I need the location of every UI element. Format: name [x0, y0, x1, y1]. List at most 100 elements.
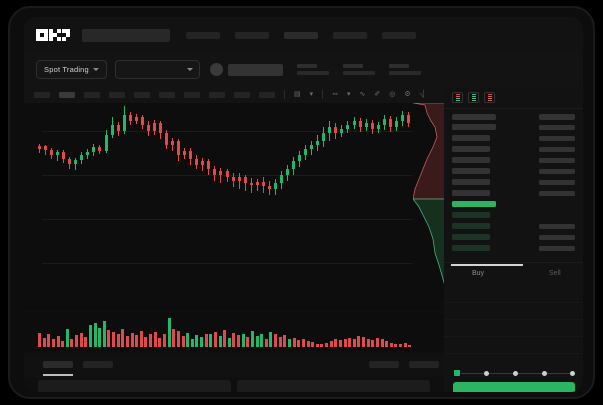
search-input[interactable]	[82, 28, 170, 42]
indicator-icon[interactable]: ∾	[332, 91, 339, 98]
orderbook-bid-row[interactable]	[452, 211, 575, 219]
settings-gear-icon[interactable]: ⚙	[404, 91, 411, 98]
orderbook-header	[444, 109, 583, 123]
orderbook-price	[539, 179, 575, 185]
volume-bar	[181, 336, 185, 347]
orderbook-amount	[452, 124, 496, 130]
nav-item-4[interactable]	[382, 31, 416, 39]
orderbook-ask-row[interactable]	[452, 156, 575, 164]
interval-button-4[interactable]	[134, 91, 150, 98]
interval-button-1[interactable]	[59, 91, 75, 98]
nav-item-3[interactable]	[333, 31, 367, 39]
orders-panel-0[interactable]	[38, 380, 231, 392]
volume-bar	[190, 338, 194, 347]
interval-button-5[interactable]	[159, 91, 175, 98]
orderbook-ask-row[interactable]	[452, 167, 575, 175]
orderbook-bids-icon[interactable]	[468, 92, 479, 103]
orders-action-1[interactable]	[409, 361, 439, 368]
nav-item-1[interactable]	[235, 31, 269, 39]
volume-bar	[125, 336, 129, 347]
volume-bar	[121, 329, 125, 347]
orderbook-last-price-row[interactable]	[452, 200, 575, 208]
volume-bar	[283, 335, 287, 347]
orderbook-ask-row[interactable]	[452, 134, 575, 142]
volume-bar	[394, 343, 398, 347]
orders-panels	[24, 380, 444, 392]
orderbook-both-icon[interactable]	[452, 92, 463, 103]
tab-order-history[interactable]	[83, 361, 113, 368]
interval-button-6[interactable]	[184, 91, 200, 98]
pencil-icon[interactable]: ✐	[374, 91, 381, 98]
fullscreen-icon[interactable]: ⎷	[419, 91, 425, 98]
volume-bar	[362, 336, 366, 347]
market-type-dropdown[interactable]: Spot Trading	[36, 60, 107, 79]
orderbook-ask-row[interactable]	[452, 123, 575, 131]
interval-button-3[interactable]	[109, 91, 125, 98]
volume-bar	[385, 341, 389, 347]
volume-bar	[334, 339, 338, 347]
volume-bar	[246, 336, 250, 347]
order-field-1[interactable]	[444, 303, 583, 320]
volume-bar	[51, 339, 55, 347]
volume-bar	[112, 331, 116, 347]
slider-tick-100[interactable]	[570, 370, 575, 376]
orders-action-0[interactable]	[369, 361, 399, 368]
orderbook-price	[539, 124, 575, 130]
interval-button-0[interactable]	[34, 91, 50, 98]
orderbook-price	[539, 157, 575, 163]
chevron-down-icon[interactable]: ▾	[347, 91, 351, 98]
tab-sell[interactable]: Sell	[549, 270, 561, 277]
orderbook-ask-row[interactable]	[452, 145, 575, 153]
orderbook-asks-icon[interactable]	[484, 92, 495, 103]
volume-bar	[260, 333, 264, 347]
orderbook-ask-row[interactable]	[452, 189, 575, 197]
slider-handle[interactable]	[453, 369, 461, 377]
volume-bar	[348, 337, 352, 347]
chevron-down-icon[interactable]: ▾	[309, 91, 314, 98]
volume-bar	[186, 332, 190, 347]
order-field-2[interactable]	[444, 320, 583, 337]
order-field-0[interactable]	[444, 286, 583, 303]
interval-button-9[interactable]	[259, 91, 275, 98]
volume-bar	[149, 333, 153, 347]
chart-toolbar: ▤ ▾ ∾ ▾ ∿ ✐ ◎ ⚙ ⎷	[24, 86, 444, 103]
nav-item-2[interactable]	[284, 31, 318, 39]
volume-bar	[325, 342, 329, 347]
interval-button-8[interactable]	[234, 91, 250, 98]
volume-bar	[241, 334, 245, 347]
interval-button-7[interactable]	[209, 91, 225, 98]
slider-tick-75[interactable]	[542, 370, 547, 376]
orders-panel-1[interactable]	[237, 380, 430, 392]
orderbook-bid-row[interactable]	[452, 222, 575, 230]
submit-order-button[interactable]	[453, 382, 575, 392]
market-stat-2	[388, 64, 421, 75]
orderbook-ask-row[interactable]	[452, 178, 575, 186]
volume-bar	[213, 331, 217, 347]
orderbook-bid-row[interactable]	[452, 244, 575, 252]
interval-button-2[interactable]	[84, 91, 100, 98]
volume-bar	[250, 331, 254, 347]
pair-dropdown[interactable]	[114, 60, 200, 79]
volume-bar	[403, 343, 407, 347]
orderbook-price	[539, 234, 575, 240]
order-field-3[interactable]	[444, 337, 583, 354]
price-chart[interactable]	[24, 103, 449, 310]
okx-logo-icon[interactable]	[36, 29, 70, 41]
tab-buy[interactable]: Buy	[472, 270, 485, 277]
tab-open-orders[interactable]	[43, 361, 73, 368]
orderbook-price	[539, 146, 575, 152]
market-subheader: Spot Trading	[24, 53, 583, 86]
camera-icon[interactable]: ◎	[389, 91, 396, 98]
slider-tick-50[interactable]	[513, 370, 518, 376]
nav-item-0[interactable]	[186, 31, 220, 39]
slider-tick-25[interactable]	[484, 370, 489, 376]
orderbook-bid-row[interactable]	[452, 233, 575, 241]
volume-bar	[357, 336, 361, 347]
amount-percent-slider[interactable]	[453, 368, 575, 378]
orderbook-amount	[452, 179, 490, 185]
volume-bar	[269, 331, 273, 347]
volume-bar	[338, 340, 342, 347]
line-wave-icon[interactable]: ∿	[359, 91, 366, 98]
candlestick-icon[interactable]: ▤	[294, 91, 301, 98]
